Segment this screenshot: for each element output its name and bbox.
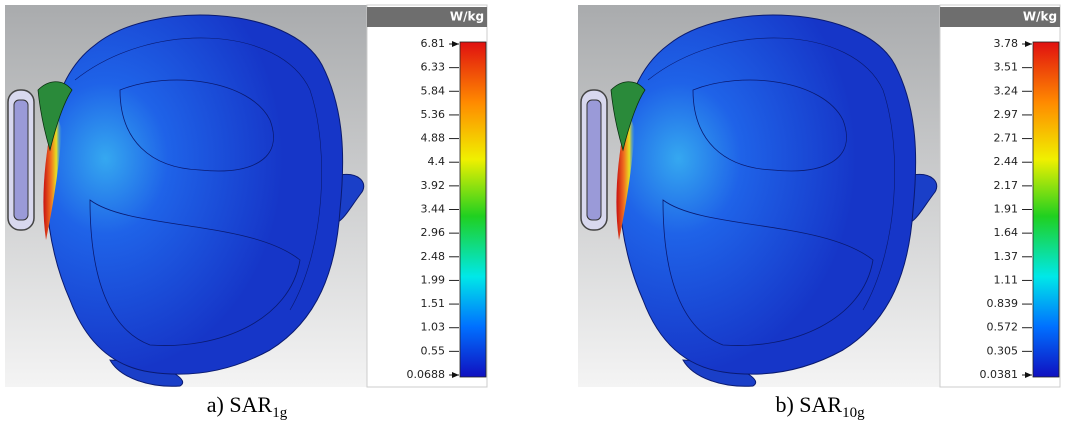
caption-prefix: a) SAR (207, 392, 273, 417)
tick-arrow (1025, 372, 1032, 378)
sar-image (4, 4, 368, 388)
tick-label: 0.0688 (407, 368, 446, 381)
unit-header (940, 7, 1060, 27)
panel-b: W/kg 3.78 3.51 3.24 2.97 2.71 2.44 2.17 1.91 1.64… (577, 4, 1061, 421)
colorbar (1032, 41, 1060, 378)
tick-arrow (452, 41, 459, 47)
tick-label: 1.51 (421, 297, 446, 310)
tick-label: 2.71 (994, 132, 1019, 145)
tick-label: 2.17 (994, 179, 1019, 192)
tick-label: 3.44 (421, 203, 446, 216)
sar-image (577, 4, 941, 388)
tick-label: 3.92 (421, 179, 446, 192)
unit-header (367, 7, 487, 27)
tick-label: 2.44 (994, 155, 1019, 168)
tick-label: 1.37 (994, 250, 1019, 263)
panel-a: W/kg 6.81 6.33 5.84 5.36 4.88 4.4 3.92 3.44 2.96 2… (4, 4, 488, 421)
caption: a) SAR1g (207, 392, 288, 421)
tick-label: 5.36 (421, 108, 446, 121)
tick-arrow (1025, 41, 1032, 47)
caption-subscript: 10g (842, 405, 865, 421)
unit-label: W/kg (1023, 10, 1057, 24)
unit-label: W/kg (450, 10, 484, 24)
tick-label: 1.99 (421, 273, 446, 286)
tick-label: 0.572 (987, 321, 1019, 334)
tick-label: 0.55 (421, 344, 446, 357)
caption-subscript: 1g (272, 405, 288, 421)
tick-label: 1.03 (421, 321, 446, 334)
tick-label: 0.305 (987, 344, 1019, 357)
tick-label: 2.48 (421, 250, 446, 263)
tick-label: 3.51 (994, 61, 1019, 74)
tick-label: 6.33 (421, 61, 446, 74)
tick-label: 3.24 (994, 84, 1019, 97)
colorbar (459, 41, 487, 378)
tick-label: 1.11 (994, 273, 1019, 286)
tick-label: 4.88 (421, 132, 446, 145)
tick-label: 6.81 (421, 37, 446, 50)
tick-label: 1.64 (994, 226, 1019, 239)
tick-label: 2.97 (994, 108, 1019, 121)
tick-label: 5.84 (421, 84, 446, 97)
tick-label: 2.96 (421, 226, 446, 239)
tick-arrow (452, 372, 459, 378)
tick-label: 0.0381 (980, 368, 1019, 381)
tick-label: 0.839 (987, 297, 1019, 310)
caption: b) SAR10g (775, 392, 865, 421)
tick-label: 4.4 (428, 155, 446, 168)
tick-label: 3.78 (994, 37, 1019, 50)
caption-prefix: b) SAR (775, 392, 842, 417)
tick-label: 1.91 (994, 203, 1019, 216)
